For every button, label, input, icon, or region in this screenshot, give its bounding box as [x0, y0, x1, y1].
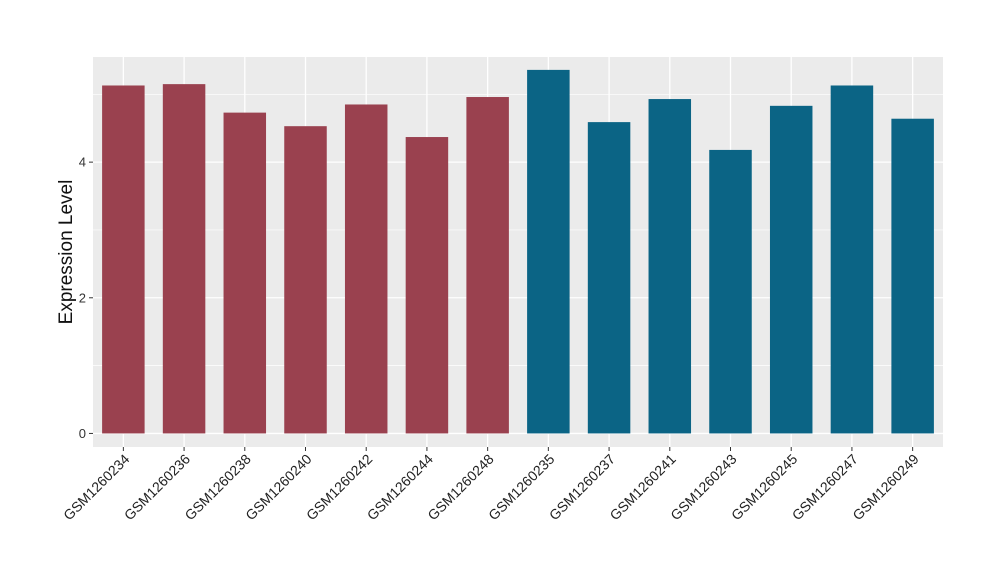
bar-GSM1260247 — [830, 85, 874, 434]
bar-GSM1260235 — [527, 69, 570, 434]
plot-panel — [93, 57, 943, 447]
bar-GSM1260245 — [769, 105, 813, 434]
y-tick-label: 0 — [79, 426, 86, 441]
bars — [102, 69, 934, 434]
y-axis-title: Expression Level — [56, 180, 77, 325]
bar-GSM1260249 — [891, 118, 934, 434]
bar-GSM1260241 — [648, 99, 692, 434]
y-tick-label: 2 — [79, 290, 86, 305]
bar-GSM1260240 — [284, 126, 327, 434]
bar-GSM1260237 — [587, 122, 631, 434]
y-tick-label: 4 — [79, 155, 86, 170]
bar-GSM1260248 — [466, 97, 509, 434]
x-axis: GSM1260234GSM1260236GSM1260238GSM1260240… — [60, 447, 922, 523]
bar-GSM1260238 — [223, 112, 267, 434]
bar-GSM1260234 — [102, 85, 145, 434]
bar-GSM1260242 — [344, 104, 388, 434]
bar-GSM1260236 — [162, 84, 206, 434]
bar-GSM1260243 — [709, 149, 752, 434]
bar-GSM1260244 — [405, 137, 449, 434]
y-axis: 0 2 4 — [79, 155, 93, 441]
